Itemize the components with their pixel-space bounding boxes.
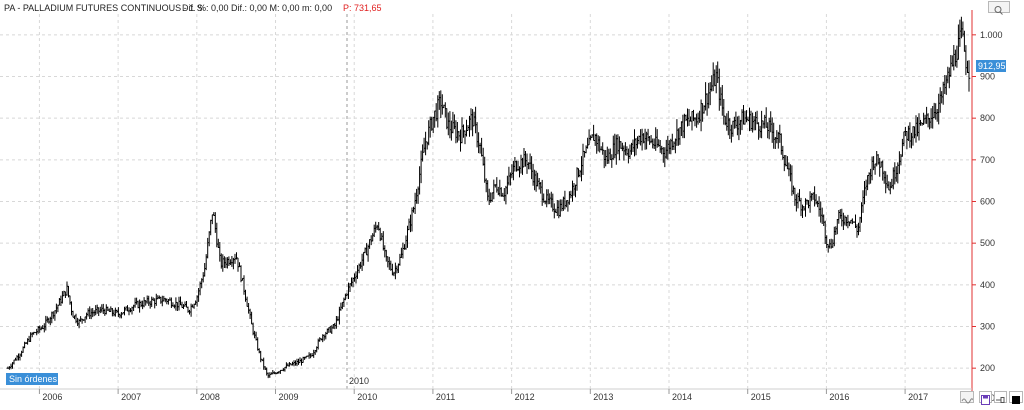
grid-layer (0, 14, 972, 389)
price-series (6, 16, 971, 379)
y-tick-label: 500 (980, 238, 995, 248)
header-stats: Dif. %: 0,00 Dif.: 0,00 M: 0,00 m: 0,00 (182, 3, 332, 13)
y-tick-label: 400 (980, 280, 995, 290)
wave-icon (961, 398, 974, 404)
chart-title: PA - PALLADIUM FUTURES CONTINUOUS - 1 S (4, 3, 203, 13)
x-tick-label: 2015 (751, 392, 771, 402)
pin-button[interactable] (994, 391, 1007, 403)
price-badge: 912,95 (978, 61, 1006, 71)
price-bars (6, 16, 971, 379)
x-tick-label: 2007 (121, 392, 141, 402)
x-tick-label: 2006 (42, 392, 62, 402)
pointer-value: P: 731,65 (343, 3, 382, 13)
y-axis: 200 300 400 500 600 700 800 900 1.000 (972, 30, 1003, 373)
x-tick-label: 2010 (357, 392, 377, 402)
x-tick-label: 2017 (908, 392, 928, 402)
save-button[interactable] (979, 391, 992, 405)
y-tick-label: 1.000 (980, 30, 1003, 40)
x-tick-label: 2012 (515, 392, 535, 402)
stop-button[interactable] (1009, 391, 1023, 404)
cursor-date-label: 2010 (349, 376, 369, 386)
auto-scale-button[interactable] (960, 391, 974, 404)
y-tick-label: 200 (980, 363, 995, 373)
x-tick-label: 2016 (829, 392, 849, 402)
price-badge-bg (976, 60, 1006, 72)
y-tick-label: 300 (980, 322, 995, 332)
square-icon (1012, 396, 1020, 404)
zoom-reset-button[interactable] (988, 1, 1010, 15)
x-tick-label: 2011 (436, 392, 455, 402)
x-tick-label: 2013 (593, 392, 613, 402)
y-tick-label: 700 (980, 155, 995, 165)
y-tick-label: 600 (980, 197, 995, 207)
magnifier-icon (994, 6, 1003, 15)
orders-badge[interactable]: Sin órdenes (9, 374, 58, 384)
y-tick-label: 900 (980, 72, 995, 82)
y-tick-label: 800 (980, 113, 995, 123)
x-tick-label: 2009 (279, 392, 299, 402)
x-tick-label: 2008 (200, 392, 220, 402)
pin-icon (996, 397, 1005, 403)
x-axis: 2006 2007 2008 2009 2010 2011 2012 2013 2014 2015… (38, 389, 928, 402)
orders-badge-bg[interactable] (6, 373, 58, 385)
x-tick-label: 2014 (672, 392, 692, 402)
